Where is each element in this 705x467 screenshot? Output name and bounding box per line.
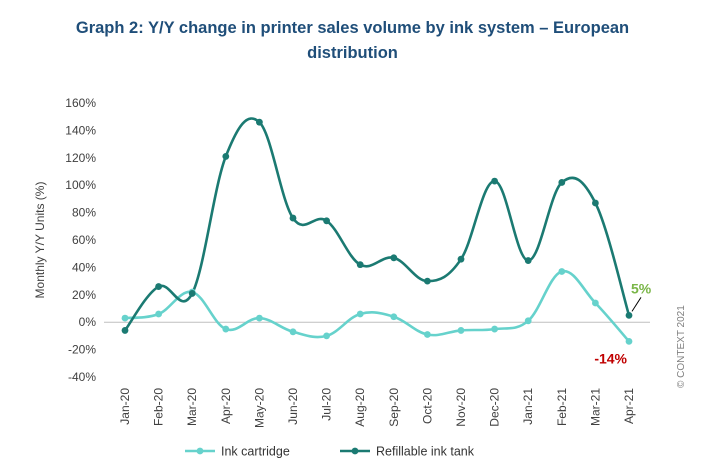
data-point [222, 153, 229, 160]
data-point [122, 327, 129, 334]
y-tick-label: 140% [65, 123, 96, 137]
annotation-label: -14% [594, 350, 627, 366]
series-points [122, 119, 633, 345]
data-point [256, 315, 263, 322]
y-tick-label: -40% [68, 370, 96, 384]
data-point [458, 256, 465, 263]
x-tick-label: Jun-20 [286, 388, 300, 425]
x-tick-label: Mar-21 [588, 388, 602, 426]
data-point [626, 312, 633, 319]
data-point [256, 119, 263, 126]
y-axis-label: Monthly Y/Y Units (%) [33, 182, 47, 299]
data-point [491, 326, 498, 333]
data-point [155, 311, 162, 318]
data-point [592, 200, 599, 207]
y-tick-label: 120% [65, 151, 96, 165]
data-point [155, 283, 162, 290]
series-line-ink-cartridge [125, 271, 629, 341]
data-point [390, 313, 397, 320]
data-point [323, 333, 330, 340]
data-point [222, 326, 229, 333]
x-tick-label: Mar-20 [185, 388, 199, 426]
y-tick-label: 100% [65, 178, 96, 192]
x-tick-label: Aug-20 [353, 388, 367, 427]
x-tick-label: Apr-20 [219, 388, 233, 424]
legend: Ink cartridge Refillable ink tank [185, 445, 475, 459]
x-tick-label: Feb-21 [555, 388, 569, 426]
y-axis: -40% -20% 0% 20% 40% 60% 80% 100% 120% 140% 160% [65, 96, 96, 384]
data-point [558, 268, 565, 275]
data-point [458, 327, 465, 334]
y-tick-label: 60% [72, 233, 96, 247]
x-tick-label: Nov-20 [454, 388, 468, 427]
y-tick-label: 80% [72, 206, 96, 220]
x-axis: Jan-20 Feb-20 Mar-20 Apr-20 May-20 Jun-20 Jul-… [104, 322, 650, 428]
x-tick-label: Sep-20 [387, 388, 401, 427]
annotation-label: 5% [631, 280, 652, 296]
x-tick-label: Jul-20 [320, 388, 334, 421]
y-tick-label: 40% [72, 260, 96, 274]
series-lines [125, 118, 629, 341]
data-point [626, 338, 633, 345]
data-point [357, 311, 364, 318]
x-tick-label: Dec-20 [488, 388, 502, 427]
x-tick-label: May-20 [252, 388, 266, 428]
data-point [525, 317, 532, 324]
x-tick-label: Jan-21 [521, 388, 535, 425]
data-point [491, 178, 498, 185]
y-tick-label: 160% [65, 96, 96, 110]
y-tick-label: 20% [72, 288, 96, 302]
copyright-credit: © CONTEXT 2021 [676, 305, 687, 388]
data-point [525, 257, 532, 264]
data-point [357, 261, 364, 268]
annotation-leader [632, 297, 641, 311]
y-tick-label: 0% [79, 315, 97, 329]
data-point [122, 315, 129, 322]
data-point [558, 179, 565, 186]
data-point [290, 215, 297, 222]
x-tick-label: Jan-20 [118, 388, 132, 425]
data-point [424, 278, 431, 285]
x-tick-label: Feb-20 [152, 388, 166, 426]
data-point [592, 300, 599, 307]
data-point [424, 331, 431, 338]
x-tick-label: Oct-20 [420, 388, 434, 424]
legend-label: Refillable ink tank [376, 445, 475, 459]
x-tick-label: Apr-21 [622, 388, 636, 424]
data-point [189, 290, 196, 297]
y-tick-label: -20% [68, 343, 96, 357]
legend-label: Ink cartridge [221, 445, 290, 459]
data-point [390, 254, 397, 261]
data-point [323, 217, 330, 224]
legend-marker [352, 448, 359, 455]
data-point [290, 328, 297, 335]
legend-marker [197, 448, 204, 455]
